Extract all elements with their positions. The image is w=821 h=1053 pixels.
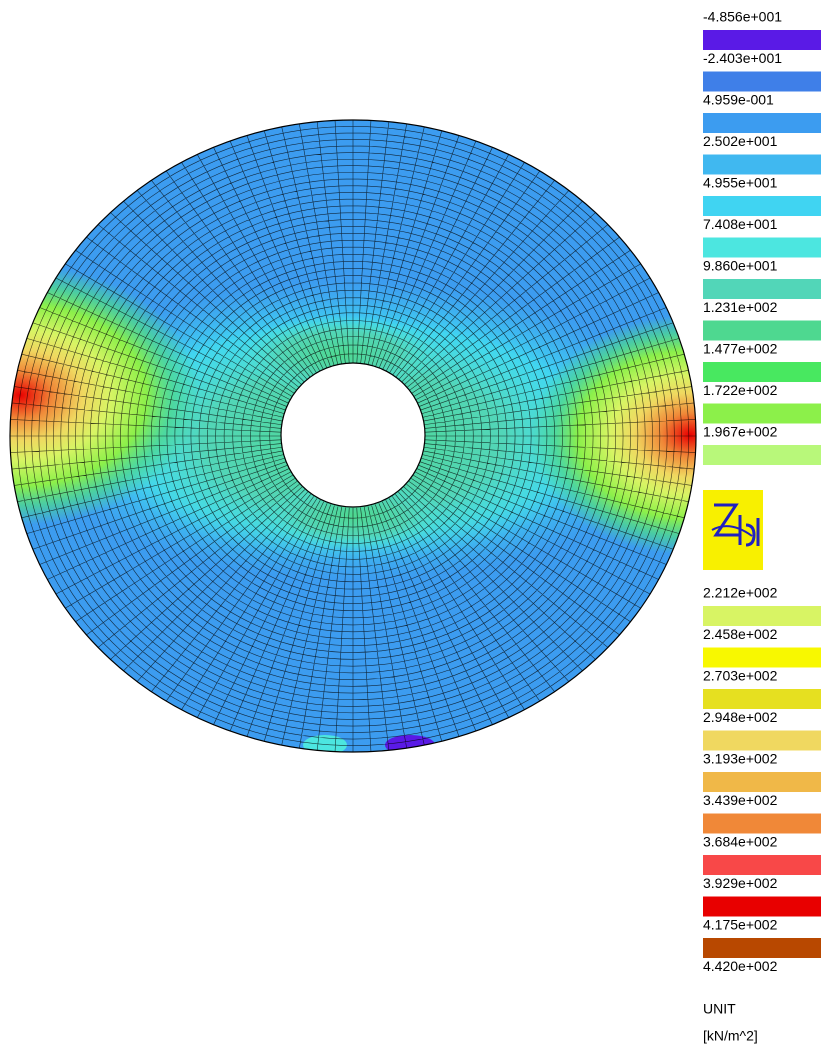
unit-title: UNIT [703, 1001, 736, 1017]
legend-label: 2.212e+002 [703, 585, 778, 601]
legend-swatch [703, 813, 821, 834]
legend-label: 3.929e+002 [703, 875, 778, 891]
legend: -4.856e+001 -2.403e+001 4.959e-001 2.502e+0… [703, 9, 821, 974]
hole [280, 362, 426, 508]
legend-label: 4.955e+001 [703, 175, 778, 191]
legend-label: 1.967e+002 [703, 424, 778, 440]
legend-swatch [703, 154, 821, 175]
legend-label: 3.439e+002 [703, 792, 778, 808]
legend-swatch [703, 403, 821, 424]
plate-edge [9, 119, 697, 753]
legend-label: -2.403e+001 [703, 50, 782, 66]
legend-swatch [703, 855, 821, 875]
legend-swatch [703, 30, 821, 50]
legend-label: -4.856e+001 [703, 9, 782, 25]
legend-label: 1.722e+002 [703, 382, 778, 398]
legend-label: 3.193e+002 [703, 751, 778, 767]
unit: [kN/m^2] [703, 1028, 758, 1044]
legend-swatch [703, 689, 821, 709]
legend-swatch [703, 896, 821, 917]
legend-label: 4.175e+002 [703, 917, 778, 933]
mesh-lines [10, 120, 696, 752]
legend-label: 3.684e+002 [703, 834, 778, 850]
legend-swatch [703, 113, 821, 133]
legend-swatch [703, 606, 821, 626]
legend-swatch [703, 772, 821, 792]
legend-label: 1.231e+002 [703, 299, 778, 315]
legend-label: 9.860e+001 [703, 258, 778, 274]
legend-swatch [703, 362, 821, 382]
legend-swatch [703, 730, 821, 751]
legend-swatch [703, 279, 821, 299]
legend-swatch [703, 237, 821, 258]
legend-swatch [703, 320, 821, 341]
legend-label: 4.959e-001 [703, 92, 774, 108]
legend-swatch [703, 938, 821, 958]
legend-swatch [703, 647, 821, 668]
legend-label: 2.948e+002 [703, 709, 778, 725]
legend-swatch [703, 71, 821, 92]
legend-label: 7.408e+001 [703, 216, 778, 232]
legend-label: 2.502e+001 [703, 133, 778, 149]
legend-label: 2.703e+002 [703, 668, 778, 684]
logo [703, 490, 763, 570]
legend-swatch [703, 196, 821, 216]
legend-swatch [703, 445, 821, 465]
legend-label: 1.477e+002 [703, 341, 778, 357]
legend-label: 4.420e+002 [703, 958, 778, 974]
contour-plot [10, 120, 696, 752]
legend-label: 2.458e+002 [703, 626, 778, 642]
